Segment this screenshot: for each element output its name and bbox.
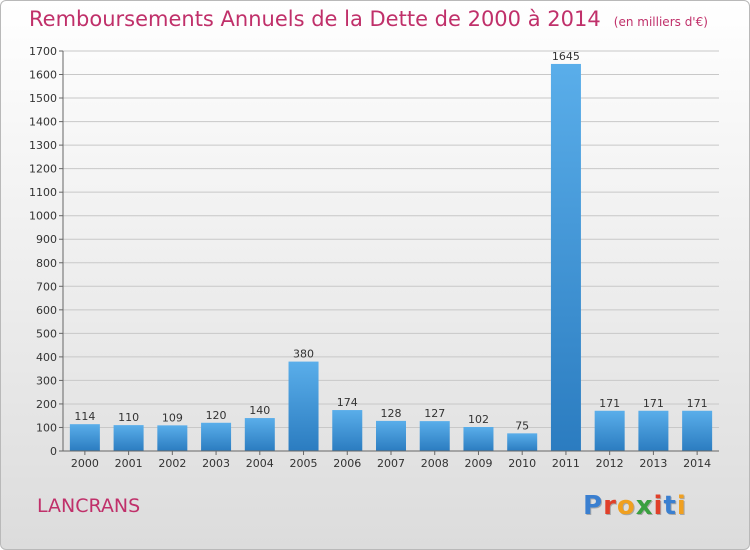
city-name: LANCRANS [37, 495, 141, 517]
y-tick-label: 800 [36, 257, 57, 270]
x-axis: 2000 2001 2002 2003 2004 2005 2006 2007 2008 2009… [63, 450, 719, 470]
bar-2005 [288, 361, 319, 451]
y-tick-label: 900 [36, 233, 57, 246]
data-label-2007: 128 [381, 407, 402, 420]
data-label-2000: 114 [74, 410, 95, 423]
x-tick-label: 2004 [246, 457, 274, 470]
bar-2014 [682, 410, 713, 451]
x-tick-label: 2000 [71, 457, 99, 470]
x-tick-label: 2006 [333, 457, 361, 470]
logo-letter: o [616, 491, 636, 521]
bar-2013 [638, 410, 669, 451]
bar-2008 [419, 421, 450, 451]
bar-2004 [244, 418, 275, 451]
data-label-2012: 171 [599, 397, 620, 410]
x-tick-label: 2010 [508, 457, 536, 470]
x-tick-label: 2005 [290, 457, 318, 470]
data-label-2002: 109 [162, 411, 183, 424]
data-label-2003: 120 [206, 409, 227, 422]
bars: 114 110 109 120 140 380 174 128 127 102 75 1645 171 1… [69, 50, 713, 452]
x-tick-label: 2002 [158, 457, 186, 470]
x-tick-label: 2012 [596, 457, 624, 470]
data-label-2013: 171 [643, 397, 664, 410]
y-tick-label: 1300 [29, 139, 57, 152]
x-tick-label: 2014 [683, 457, 711, 470]
y-tick-label: 1500 [29, 92, 57, 105]
bar-2003 [201, 422, 232, 451]
x-tick-label: 2008 [421, 457, 449, 470]
logo-letter: i [653, 491, 664, 521]
logo-letter: x [635, 491, 654, 521]
y-tick-label: 1700 [29, 45, 57, 58]
chart-subtitle: (en milliers d'€) [613, 15, 708, 29]
y-tick-label: 100 [36, 421, 57, 434]
data-label-2006: 174 [337, 396, 358, 409]
bar-2011 [550, 63, 581, 452]
y-tick-label: 1000 [29, 210, 57, 223]
logo-letter: i [676, 491, 687, 521]
bar-2006 [332, 410, 363, 451]
data-label-2005: 380 [293, 348, 314, 361]
grid-lines [63, 50, 719, 452]
title-row: Remboursements Annuels de la Dette de 20… [29, 7, 708, 31]
bar-2009 [463, 427, 494, 451]
y-tick-label: 1200 [29, 163, 57, 176]
y-tick-label: 1100 [29, 186, 57, 199]
x-tick-label: 2013 [639, 457, 667, 470]
bar-2012 [594, 410, 625, 451]
x-tick-label: 2001 [115, 457, 143, 470]
data-label-2001: 110 [118, 411, 139, 424]
bar-2002 [157, 425, 188, 451]
y-tick-label: 0 [50, 445, 57, 458]
data-label-2009: 102 [468, 413, 489, 426]
y-tick-label: 300 [36, 374, 57, 387]
data-label-2008: 127 [424, 407, 445, 420]
chart-title: Remboursements Annuels de la Dette de 20… [29, 7, 601, 31]
x-tick-label: 2011 [552, 457, 580, 470]
data-label-2010: 75 [515, 419, 529, 432]
y-tick-label: 500 [36, 327, 57, 340]
data-label-2011: 1645 [552, 50, 580, 63]
x-tick-label: 2003 [202, 457, 230, 470]
bar-2010 [507, 433, 538, 451]
y-tick-label: 700 [36, 280, 57, 293]
bar-2007 [376, 420, 406, 451]
x-tick-label: 2007 [377, 457, 405, 470]
y-tick-label: 1400 [29, 116, 57, 129]
data-label-2014: 171 [687, 397, 708, 410]
bar-2000 [69, 424, 100, 451]
y-tick-label: 1600 [29, 69, 57, 82]
bar-2001 [113, 425, 144, 451]
y-tick-label: 400 [36, 351, 57, 364]
logo-letter: r [603, 491, 617, 521]
data-label-2004: 140 [249, 404, 270, 417]
proxiti-logo: Proxiti [583, 491, 687, 521]
x-tick-label: 2009 [464, 457, 492, 470]
logo-letter: t [663, 491, 677, 521]
y-axis: 0 100 200 300 400 500 600 700 800 900 1000 1100 1200… [29, 45, 64, 458]
y-tick-label: 200 [36, 398, 57, 411]
logo-letter: P [583, 491, 604, 521]
y-tick-label: 600 [36, 304, 57, 317]
